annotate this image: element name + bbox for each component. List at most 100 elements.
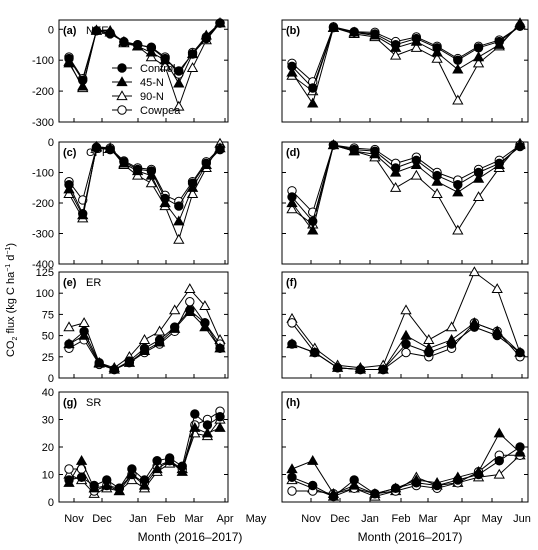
data-point-control bbox=[146, 43, 157, 53]
month-label: Jan bbox=[129, 513, 147, 525]
data-point-control bbox=[515, 21, 525, 31]
ylabel-sub: 2 bbox=[12, 337, 19, 341]
month-label: Mar bbox=[185, 513, 204, 525]
data-point-control bbox=[370, 489, 380, 499]
data-point-control bbox=[411, 33, 422, 44]
data-point-45-n bbox=[173, 215, 185, 226]
data-point-control bbox=[152, 456, 162, 466]
data-point-control bbox=[170, 322, 180, 332]
month-label: Mar bbox=[419, 513, 438, 525]
panel-label: (b) bbox=[286, 25, 300, 37]
data-point-90-n bbox=[186, 62, 199, 73]
data-point-45-n bbox=[75, 454, 88, 465]
data-point-control bbox=[432, 480, 442, 491]
data-point-control bbox=[105, 29, 115, 39]
data-point-cowpea bbox=[185, 296, 195, 307]
series-line-45-n bbox=[291, 144, 521, 232]
series-line-control bbox=[291, 446, 521, 498]
series-line-90-n bbox=[291, 22, 521, 102]
series-line-90-n bbox=[291, 454, 521, 498]
data-point-90-n bbox=[63, 321, 75, 332]
data-point-90-n bbox=[173, 233, 185, 244]
data-point-90-n bbox=[452, 224, 464, 235]
data-point-control bbox=[515, 347, 525, 358]
y-tick-label: 0 bbox=[48, 373, 54, 385]
panel-frame bbox=[281, 19, 529, 123]
data-point-cowpea bbox=[287, 486, 297, 496]
y-tick-label: 0 bbox=[48, 137, 54, 149]
y-tick-label: -300 bbox=[32, 229, 54, 241]
data-point-control bbox=[215, 343, 225, 354]
data-point-control bbox=[308, 216, 318, 227]
y-tick-label: 10 bbox=[42, 470, 54, 482]
data-point-control bbox=[287, 472, 297, 482]
data-point-control bbox=[515, 141, 525, 152]
data-point-control bbox=[432, 43, 442, 53]
data-point-45-n bbox=[493, 427, 505, 438]
y-tick-label: -100 bbox=[32, 168, 54, 180]
data-point-control bbox=[215, 412, 225, 422]
data-point-control bbox=[124, 356, 135, 366]
data-point-control bbox=[453, 180, 463, 190]
y-tick-label: 40 bbox=[42, 387, 54, 399]
y-axis-label: CO2 flux (kg C ha−1 d−1) bbox=[5, 243, 19, 357]
panel-label: (c) bbox=[63, 147, 77, 159]
data-point-control bbox=[370, 146, 380, 156]
panel-b: (b) bbox=[281, 17, 529, 123]
data-point-control bbox=[154, 335, 165, 345]
month-label: Nov bbox=[301, 513, 321, 525]
data-point-control bbox=[187, 49, 198, 59]
data-point-control bbox=[102, 475, 112, 485]
data-point-control bbox=[187, 178, 198, 188]
data-point-90-n bbox=[410, 169, 423, 180]
data-point-control bbox=[202, 420, 213, 430]
data-point-45-n bbox=[307, 97, 319, 108]
month-label: Feb bbox=[392, 513, 411, 525]
data-point-control bbox=[328, 140, 339, 150]
y-tick-label: 50 bbox=[42, 331, 54, 343]
month-label: Dec bbox=[330, 513, 350, 525]
data-point-control bbox=[119, 157, 129, 167]
data-point-45-n bbox=[472, 51, 485, 62]
data-point-control bbox=[64, 475, 74, 485]
data-point-45-n bbox=[514, 446, 526, 457]
data-point-control bbox=[349, 27, 359, 38]
panel-label: (e) bbox=[63, 277, 77, 289]
data-point-cowpea bbox=[401, 347, 411, 358]
data-point-45-n bbox=[173, 77, 185, 88]
data-point-control bbox=[494, 36, 504, 47]
data-point-control bbox=[174, 201, 184, 211]
panel-label: (a) bbox=[63, 25, 77, 37]
data-point-90-n bbox=[472, 191, 485, 201]
month-label: Jan bbox=[361, 513, 379, 525]
data-point-control bbox=[515, 442, 525, 452]
y-tick-label: 20 bbox=[42, 442, 54, 454]
series-line-90-n bbox=[291, 143, 521, 232]
month-label: Dec bbox=[92, 513, 112, 525]
month-label: Apr bbox=[453, 513, 470, 525]
panel-f: (f) bbox=[281, 266, 529, 379]
data-point-control bbox=[390, 163, 401, 173]
data-point-90-n bbox=[431, 52, 443, 63]
month-label: May bbox=[482, 513, 503, 525]
y-tick-label: 30 bbox=[42, 415, 54, 427]
data-point-control bbox=[349, 475, 359, 485]
data-point-90-n bbox=[493, 468, 505, 479]
y-tick-label: -300 bbox=[32, 117, 54, 129]
data-point-45-n bbox=[307, 224, 319, 235]
data-point-control bbox=[492, 330, 502, 341]
data-point-90-n bbox=[169, 304, 181, 315]
data-point-control bbox=[164, 453, 175, 463]
data-point-control bbox=[146, 166, 157, 176]
series-line-control bbox=[291, 144, 521, 223]
data-point-45-n bbox=[472, 172, 485, 183]
data-point-control bbox=[215, 18, 225, 28]
data-point-control bbox=[200, 318, 210, 328]
data-point-control bbox=[109, 364, 120, 375]
data-point-90-n bbox=[199, 300, 211, 311]
data-point-control bbox=[76, 472, 87, 482]
panel-frame bbox=[281, 271, 529, 379]
data-point-control bbox=[469, 322, 480, 332]
data-point-control bbox=[473, 43, 484, 53]
